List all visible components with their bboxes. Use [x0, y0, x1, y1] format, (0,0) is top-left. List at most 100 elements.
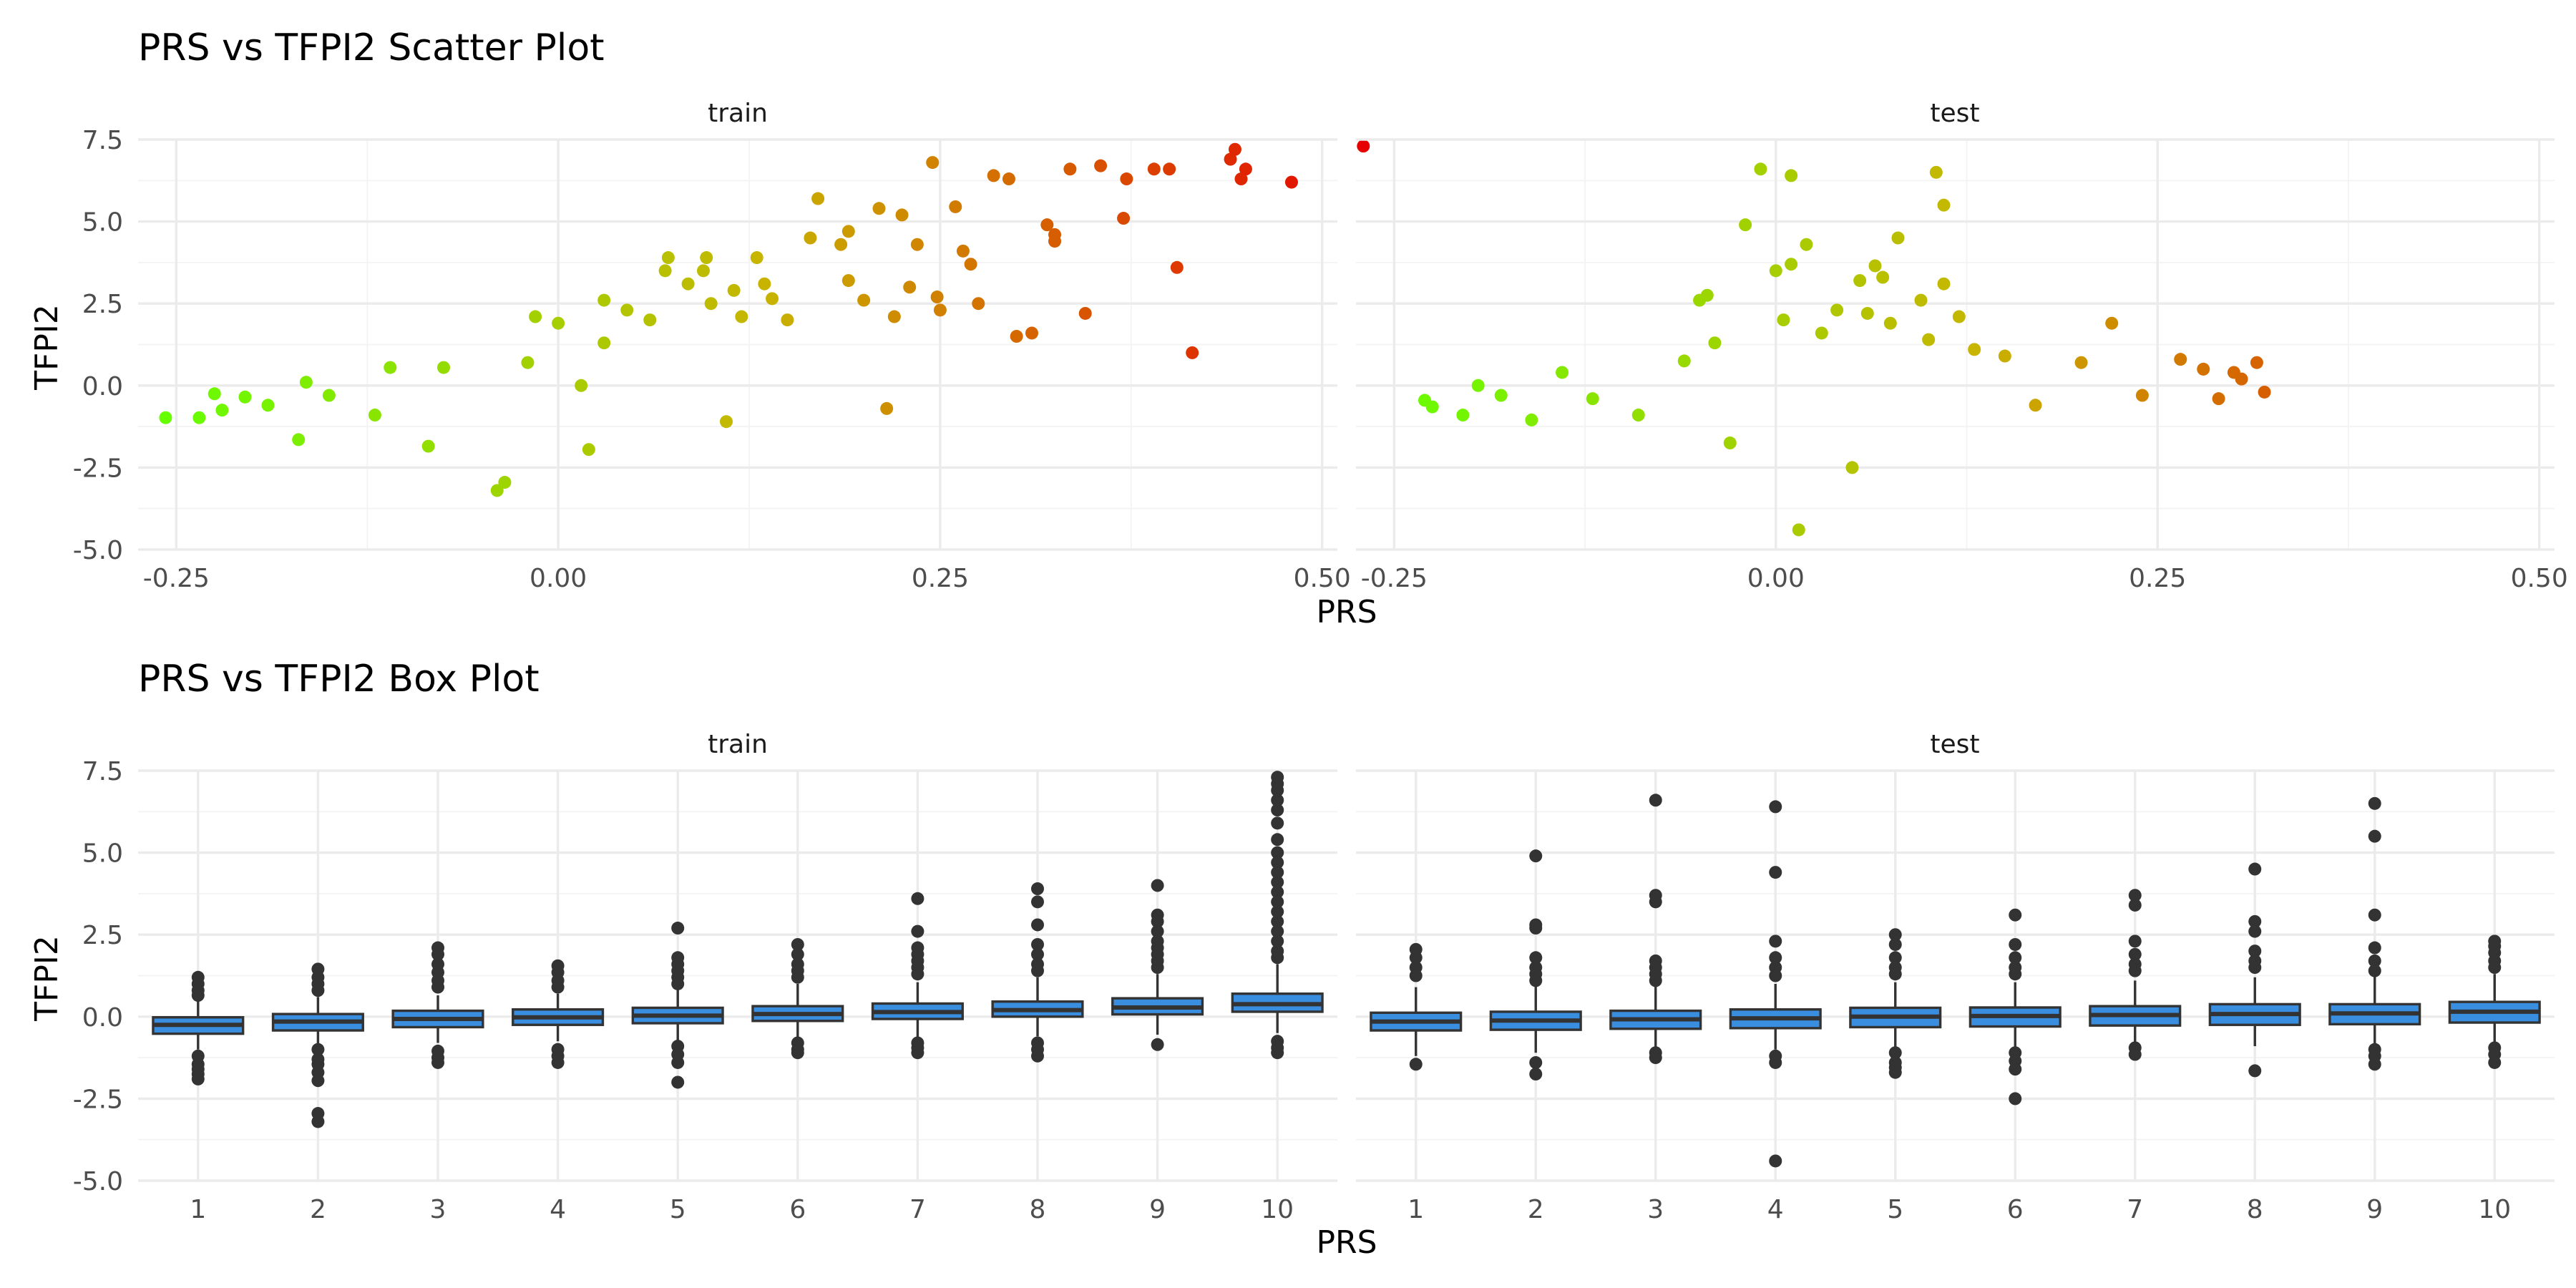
outlier-point	[1888, 951, 1902, 965]
outlier-point	[431, 947, 444, 961]
outlier-point	[431, 1055, 444, 1069]
box-2	[1489, 849, 1582, 1081]
scatter-point	[841, 225, 855, 238]
scatter-point	[322, 389, 336, 402]
outlier-point	[2368, 941, 2381, 955]
scatter-point	[758, 277, 771, 291]
x-tick-label: 0.00	[1747, 564, 1805, 593]
box-8	[991, 882, 1084, 1063]
outlier-point	[1271, 914, 1284, 928]
scatter-point	[1883, 316, 1897, 330]
outlier-point	[2368, 954, 2381, 967]
scatter-train-points	[159, 140, 1370, 497]
scatter-point	[661, 251, 675, 265]
scatter-point	[841, 274, 855, 288]
scatter-point	[781, 313, 794, 327]
scatter-point	[2250, 356, 2263, 369]
scatter-plot-title: PRS vs TFPI2 Scatter Plot	[138, 26, 605, 69]
outlier-point	[1529, 922, 1543, 935]
outlier-point	[2128, 947, 2142, 961]
scatter-point	[1048, 228, 1062, 241]
scatter-point	[1025, 326, 1038, 340]
y-tick-label: 0.0	[82, 372, 123, 401]
outlier-point	[2368, 1058, 2381, 1071]
scatter-point	[582, 443, 595, 457]
outlier-point	[791, 937, 804, 951]
box-1	[152, 970, 245, 1085]
scatter-point	[1891, 231, 1905, 245]
outlier-point	[431, 980, 444, 994]
scatter-point	[930, 291, 944, 304]
outlier-point	[1031, 937, 1044, 951]
outlier-point	[2248, 924, 2262, 938]
outlier-point	[1649, 974, 1662, 987]
scatter-point	[2212, 392, 2225, 406]
outlier-point	[2009, 1063, 2022, 1076]
x-tick-label: 9	[2366, 1195, 2383, 1224]
outlier-point	[1271, 784, 1284, 797]
scatter-strip-train: train	[708, 99, 768, 128]
outlier-point	[1151, 914, 1164, 928]
outlier-point	[911, 1046, 924, 1060]
y-tick-label: 0.0	[82, 1003, 123, 1033]
box-5	[1849, 928, 1942, 1079]
scatter-point	[1163, 162, 1176, 176]
outlier-point	[1031, 964, 1044, 977]
outlier-point	[1529, 951, 1543, 965]
scatter-point	[1815, 326, 1828, 340]
scatter-point	[704, 297, 718, 311]
outlier-point	[1271, 846, 1284, 859]
outlier-point	[791, 970, 804, 984]
scatter-point	[1739, 218, 1752, 232]
scatter-panel-train: train	[138, 99, 1370, 551]
scatter-panel-test: test	[1356, 99, 2555, 551]
outlier-point	[2368, 908, 2381, 922]
scatter-point	[159, 411, 172, 424]
scatter-point	[238, 390, 252, 404]
outlier-point	[311, 1074, 325, 1088]
outlier-point	[2248, 1064, 2262, 1078]
scatter-point	[1425, 400, 1439, 414]
outlier-point	[191, 1072, 205, 1085]
scatter-point	[1700, 288, 1714, 302]
scatter-point	[750, 251, 763, 265]
scatter-point	[1357, 140, 1370, 153]
scatter-y-ticks: -5.0 -2.5 0.0 2.5 5.0 7.5	[73, 126, 123, 565]
scatter-point	[1239, 162, 1252, 176]
scatter-point	[2258, 385, 2271, 399]
box-2	[271, 962, 364, 1128]
x-tick-label: 0.25	[912, 564, 969, 593]
x-tick-label: -0.25	[1361, 564, 1428, 593]
box-3	[1609, 794, 1702, 1065]
scatter-point	[1078, 306, 1092, 320]
scatter-point	[880, 401, 894, 415]
outlier-point	[671, 1075, 685, 1089]
scatter-point	[1968, 343, 1981, 356]
scatter-point	[384, 361, 397, 374]
scatter-point	[643, 313, 657, 327]
scatter-point	[1922, 333, 1936, 346]
scatter-point	[1147, 162, 1161, 176]
y-tick-label: -5.0	[73, 1167, 123, 1196]
scatter-point	[597, 336, 611, 350]
x-tick-label: 7	[2127, 1195, 2143, 1224]
outlier-point	[1409, 969, 1423, 982]
outlier-point	[911, 892, 924, 905]
box-panel-test: test	[1356, 730, 2555, 1182]
outlier-point	[1271, 866, 1284, 879]
box-y-axis-label: TFPI2	[29, 935, 65, 1022]
scatter-point	[1708, 336, 1722, 350]
x-tick-label: 1	[190, 1195, 206, 1224]
scatter-point	[658, 264, 672, 278]
scatter-point	[1010, 330, 1023, 343]
box-10	[1231, 771, 1324, 1060]
scatter-point	[1868, 259, 1882, 273]
scatter-point	[910, 238, 924, 251]
box-4	[1729, 800, 1822, 1168]
scatter-point	[1792, 523, 1805, 537]
x-tick-label: 2	[1528, 1195, 1544, 1224]
scatter-point	[956, 244, 970, 258]
y-tick-label: 7.5	[82, 757, 123, 786]
scatter-point	[811, 192, 825, 205]
scatter-point	[903, 280, 917, 294]
